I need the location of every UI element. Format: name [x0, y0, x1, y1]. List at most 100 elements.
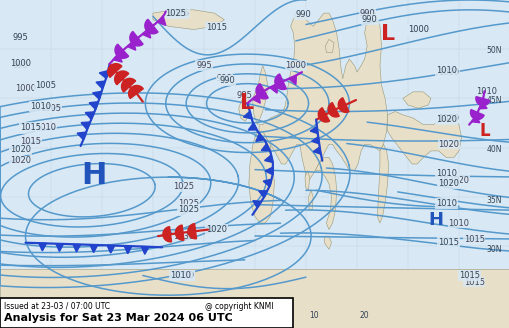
Text: 1010: 1010: [475, 87, 497, 96]
Polygon shape: [256, 84, 268, 99]
Text: 30N: 30N: [486, 245, 501, 255]
Text: 1025: 1025: [173, 182, 194, 192]
Polygon shape: [311, 137, 319, 144]
Text: 1020: 1020: [437, 179, 459, 188]
Text: 1015: 1015: [20, 123, 41, 133]
Polygon shape: [478, 102, 486, 109]
Polygon shape: [93, 92, 101, 99]
Polygon shape: [274, 74, 286, 90]
Polygon shape: [113, 54, 122, 62]
Text: 1030: 1030: [173, 232, 194, 241]
Text: H: H: [81, 161, 107, 190]
FancyBboxPatch shape: [0, 298, 293, 328]
Text: 1010: 1010: [447, 218, 469, 228]
Text: 1025: 1025: [178, 205, 199, 215]
Text: 1015: 1015: [463, 277, 484, 287]
Text: 1020: 1020: [437, 176, 459, 185]
Text: 50N: 50N: [486, 46, 501, 55]
Polygon shape: [248, 123, 257, 130]
Polygon shape: [162, 227, 171, 242]
Text: 20: 20: [359, 311, 369, 320]
Polygon shape: [402, 92, 430, 108]
Polygon shape: [261, 144, 269, 151]
Polygon shape: [96, 81, 105, 89]
Polygon shape: [145, 19, 158, 34]
Polygon shape: [99, 71, 108, 79]
Text: 1020: 1020: [435, 115, 456, 124]
Polygon shape: [248, 131, 274, 223]
Text: 1000: 1000: [285, 61, 306, 70]
Polygon shape: [115, 44, 128, 58]
Text: 1010: 1010: [173, 271, 194, 280]
Polygon shape: [470, 110, 483, 119]
Text: 1020: 1020: [10, 145, 31, 154]
Polygon shape: [142, 29, 150, 38]
Text: 1015: 1015: [437, 238, 459, 247]
Text: L: L: [380, 25, 394, 44]
Text: 1020: 1020: [447, 176, 469, 185]
Text: 35N: 35N: [486, 196, 501, 205]
Text: 1020: 1020: [206, 225, 227, 234]
Text: 1015: 1015: [206, 23, 227, 32]
Polygon shape: [377, 144, 388, 223]
Text: 40N: 40N: [486, 145, 501, 154]
Text: 1005: 1005: [35, 81, 56, 90]
Polygon shape: [387, 112, 461, 164]
Polygon shape: [337, 98, 348, 112]
Text: 1000: 1000: [407, 25, 428, 34]
Text: 1000: 1000: [15, 84, 36, 93]
Text: 990: 990: [359, 9, 374, 18]
Text: 1020: 1020: [437, 140, 459, 149]
Polygon shape: [256, 134, 264, 141]
Polygon shape: [89, 102, 98, 110]
Polygon shape: [73, 244, 80, 252]
Text: 1010: 1010: [35, 123, 56, 133]
Polygon shape: [141, 247, 149, 254]
Polygon shape: [252, 66, 267, 125]
Polygon shape: [471, 116, 479, 123]
Polygon shape: [85, 112, 94, 119]
Text: 1015: 1015: [463, 235, 484, 244]
Text: 1015: 1015: [20, 136, 41, 146]
Polygon shape: [39, 243, 46, 251]
Text: 0: 0: [260, 311, 265, 320]
Polygon shape: [259, 13, 387, 184]
Polygon shape: [130, 31, 143, 46]
Polygon shape: [153, 10, 224, 30]
Text: 995: 995: [13, 61, 28, 70]
Text: H: H: [428, 211, 443, 229]
Polygon shape: [309, 127, 317, 133]
Text: 1010: 1010: [437, 68, 459, 77]
Text: 1025: 1025: [167, 9, 189, 18]
Polygon shape: [308, 190, 313, 210]
Polygon shape: [243, 112, 251, 119]
Text: 990: 990: [219, 76, 234, 85]
Polygon shape: [187, 224, 196, 239]
Text: 1010: 1010: [435, 169, 456, 178]
Polygon shape: [327, 103, 338, 117]
Polygon shape: [318, 108, 329, 122]
Polygon shape: [115, 71, 128, 85]
Text: 1005: 1005: [40, 104, 62, 113]
Text: 995: 995: [13, 33, 28, 42]
Text: 45N: 45N: [486, 95, 501, 105]
Polygon shape: [175, 225, 184, 240]
Polygon shape: [251, 94, 260, 103]
Text: 1015: 1015: [458, 271, 479, 280]
Polygon shape: [315, 157, 336, 230]
Text: 1010: 1010: [173, 271, 194, 280]
Polygon shape: [269, 84, 276, 93]
Polygon shape: [264, 155, 272, 162]
Text: 1000: 1000: [10, 59, 31, 69]
Polygon shape: [0, 269, 509, 328]
Polygon shape: [107, 64, 122, 77]
Text: 990: 990: [216, 74, 232, 83]
Polygon shape: [121, 78, 135, 92]
Text: 1025: 1025: [178, 199, 199, 208]
Polygon shape: [157, 17, 165, 25]
Text: 990: 990: [295, 10, 310, 19]
Text: 1010: 1010: [170, 271, 191, 280]
Polygon shape: [252, 201, 261, 208]
Text: 990: 990: [361, 15, 377, 24]
Polygon shape: [288, 75, 296, 85]
